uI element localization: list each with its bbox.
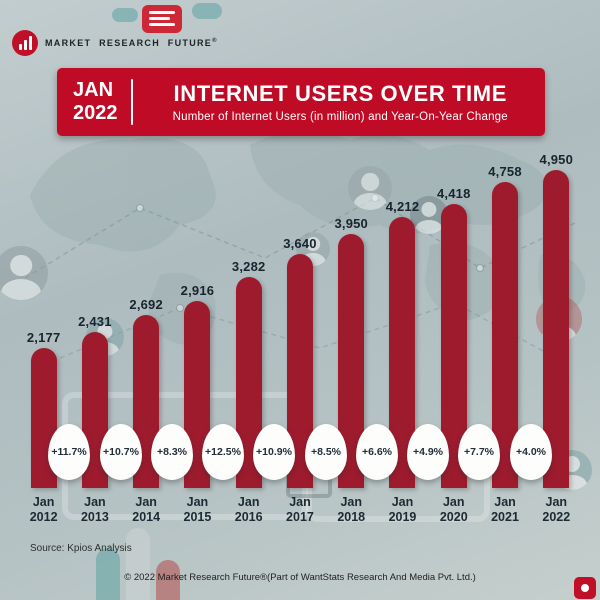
brand-logo: MARKET RESEARCH FUTURE® [12,30,217,56]
decorative-bar [126,528,150,600]
bar-value-label: 2,177 [26,330,61,345]
header-text-block: INTERNET USERS OVER TIME Number of Inter… [146,81,536,123]
copyright-note: © 2022 Market Research Future®(Part of W… [124,572,476,583]
chart-title: INTERNET USERS OVER TIME [173,81,507,106]
decorative-bar [96,548,120,600]
x-axis-label: Jan 2014 [132,495,161,524]
chat-bubble-icon [142,5,182,33]
yoy-change-badge: +8.3% [151,424,193,480]
header-date: JAN 2022 [73,79,118,125]
bar-value-label: 2,431 [78,314,112,329]
yoy-change-badge: +6.6% [356,424,398,480]
yoy-change-badge: +8.5% [305,424,347,480]
brand-name-text: MARKET RESEARCH FUTURE [45,38,213,48]
x-axis-label: Jan 2022 [542,495,571,524]
header-banner: JAN 2022 INTERNET USERS OVER TIME Number… [57,68,545,136]
corner-badge-icon [574,577,596,599]
header-divider [130,79,133,125]
yoy-change-badge: +7.7% [458,424,500,480]
yoy-change-badge: +10.9% [253,424,295,480]
bar-value-label: 2,916 [180,283,215,298]
decorative-bar [156,560,180,600]
yoy-ovals: +11.7% +10.7% +8.3% +12.5% +10.9% +8.5% +6.6% +… [18,424,582,482]
x-axis-label: Jan 2018 [337,495,366,524]
bar-value-label: 3,640 [283,236,317,251]
yoy-change-badge: +12.5% [202,424,244,480]
person-avatar-icon [348,166,392,210]
bar-value-label: 2,692 [129,297,163,312]
registered-mark: ® [212,38,217,44]
x-axis-label: Jan 2012 [29,495,58,524]
bar-value-label: 4,418 [436,186,471,201]
person-avatar-icon [0,246,48,300]
bar-value-label: 4,212 [385,199,420,214]
x-axis-label: Jan 2017 [286,495,314,524]
chart-subtitle: Number of Internet Users (in million) an… [172,111,508,123]
x-axis-label: Jan 2020 [439,495,468,524]
yoy-change-badge: +4.9% [407,424,449,480]
bar-value-label: 4,950 [539,152,574,167]
x-axis-label: Jan 2016 [234,495,263,524]
chart-area: 2,177 2,431 2,692 2,916 3,282 3,640 3,950 4,212… [18,152,582,534]
cloud-icon [112,8,138,22]
yoy-change-badge: +10.7% [100,424,142,480]
person-avatar-icon [296,232,330,266]
x-axis-label: Jan 2015 [183,495,212,524]
bar-value-label: 4,758 [488,164,522,179]
source-note: Source: Kpios Analysis [30,543,132,554]
yoy-change-badge: +4.0% [510,424,552,480]
brand-logo-icon [12,30,38,56]
header-date-month: JAN [73,79,114,101]
x-axis-labels: Jan 2012 Jan 2013 Jan 2014 Jan 2015 Jan 2016 Jan 20… [18,495,582,525]
header-date-year: 2022 [73,102,118,124]
bar-value-label: 3,950 [334,216,368,231]
x-axis-label: Jan 2019 [388,495,417,524]
x-axis-label: Jan 2013 [80,495,109,524]
brand-name: MARKET RESEARCH FUTURE® [45,38,217,48]
yoy-change-badge: +11.7% [48,424,90,480]
x-axis-label: Jan 2021 [491,495,519,524]
bar-value-label: 3,282 [231,259,266,274]
cloud-icon [192,3,222,19]
